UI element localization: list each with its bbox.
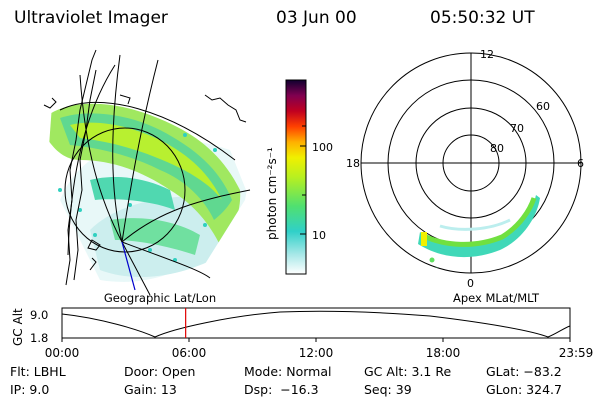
info-dsp: Dsp: −16.3 <box>244 382 319 397</box>
info-glon: GLon: 324.7 <box>486 382 562 397</box>
meridian-line <box>121 241 136 291</box>
time-tick-2: 12:00 <box>299 346 334 360</box>
time-tick-1: 06:00 <box>172 346 207 360</box>
info-door: Door: Open <box>124 364 196 379</box>
info-filter: Flt: LBHL <box>10 364 66 379</box>
altitude-tick-low: 1.8 <box>30 331 48 345</box>
time-tick-0: 00:00 <box>45 346 80 360</box>
polar-caption: Apex MLat/MLT <box>453 291 540 305</box>
info-glat: GLat: −83.2 <box>486 364 562 379</box>
date-label: 03 Jun 00 <box>276 8 357 28</box>
info-mode: Mode: Normal <box>244 364 332 379</box>
mlt-label-top: 12 <box>480 48 494 61</box>
lat-label-80: 80 <box>490 142 504 155</box>
altitude-tick-high: 9.0 <box>30 308 48 322</box>
colorbar <box>285 79 307 275</box>
altitude-axis-label: GC Alt <box>11 308 25 346</box>
info-seq: Seq: 39 <box>364 382 412 397</box>
time-label: 05:50:32 UT <box>430 8 535 28</box>
lat-label-70: 70 <box>510 122 524 135</box>
lat-label-60: 60 <box>536 100 550 113</box>
instrument-title: Ultraviolet Imager <box>14 8 168 28</box>
info-ip: IP: 9.0 <box>10 382 50 397</box>
time-tick-4: 23:59 <box>559 346 594 360</box>
colorbar-unit-label: photon cm⁻²s⁻¹ <box>265 147 279 240</box>
mlt-label-left: 18 <box>346 157 360 170</box>
colorbar-tick-100: 100 <box>312 141 333 154</box>
info-gain: Gain: 13 <box>124 382 177 397</box>
altitude-plot <box>61 307 571 342</box>
mlt-label-bottom: 0 <box>467 277 474 290</box>
altitude-curve <box>61 310 571 338</box>
mlt-label-right: 6 <box>577 157 584 170</box>
info-gc-alt: GC Alt: 3.1 Re <box>364 364 452 379</box>
time-tick-3: 18:00 <box>426 346 461 360</box>
geo-caption: Geographic Lat/Lon <box>104 291 216 305</box>
colorbar-tick-10: 10 <box>312 229 326 242</box>
polar-map-panel <box>360 52 582 274</box>
geo-map-panel <box>43 49 251 296</box>
